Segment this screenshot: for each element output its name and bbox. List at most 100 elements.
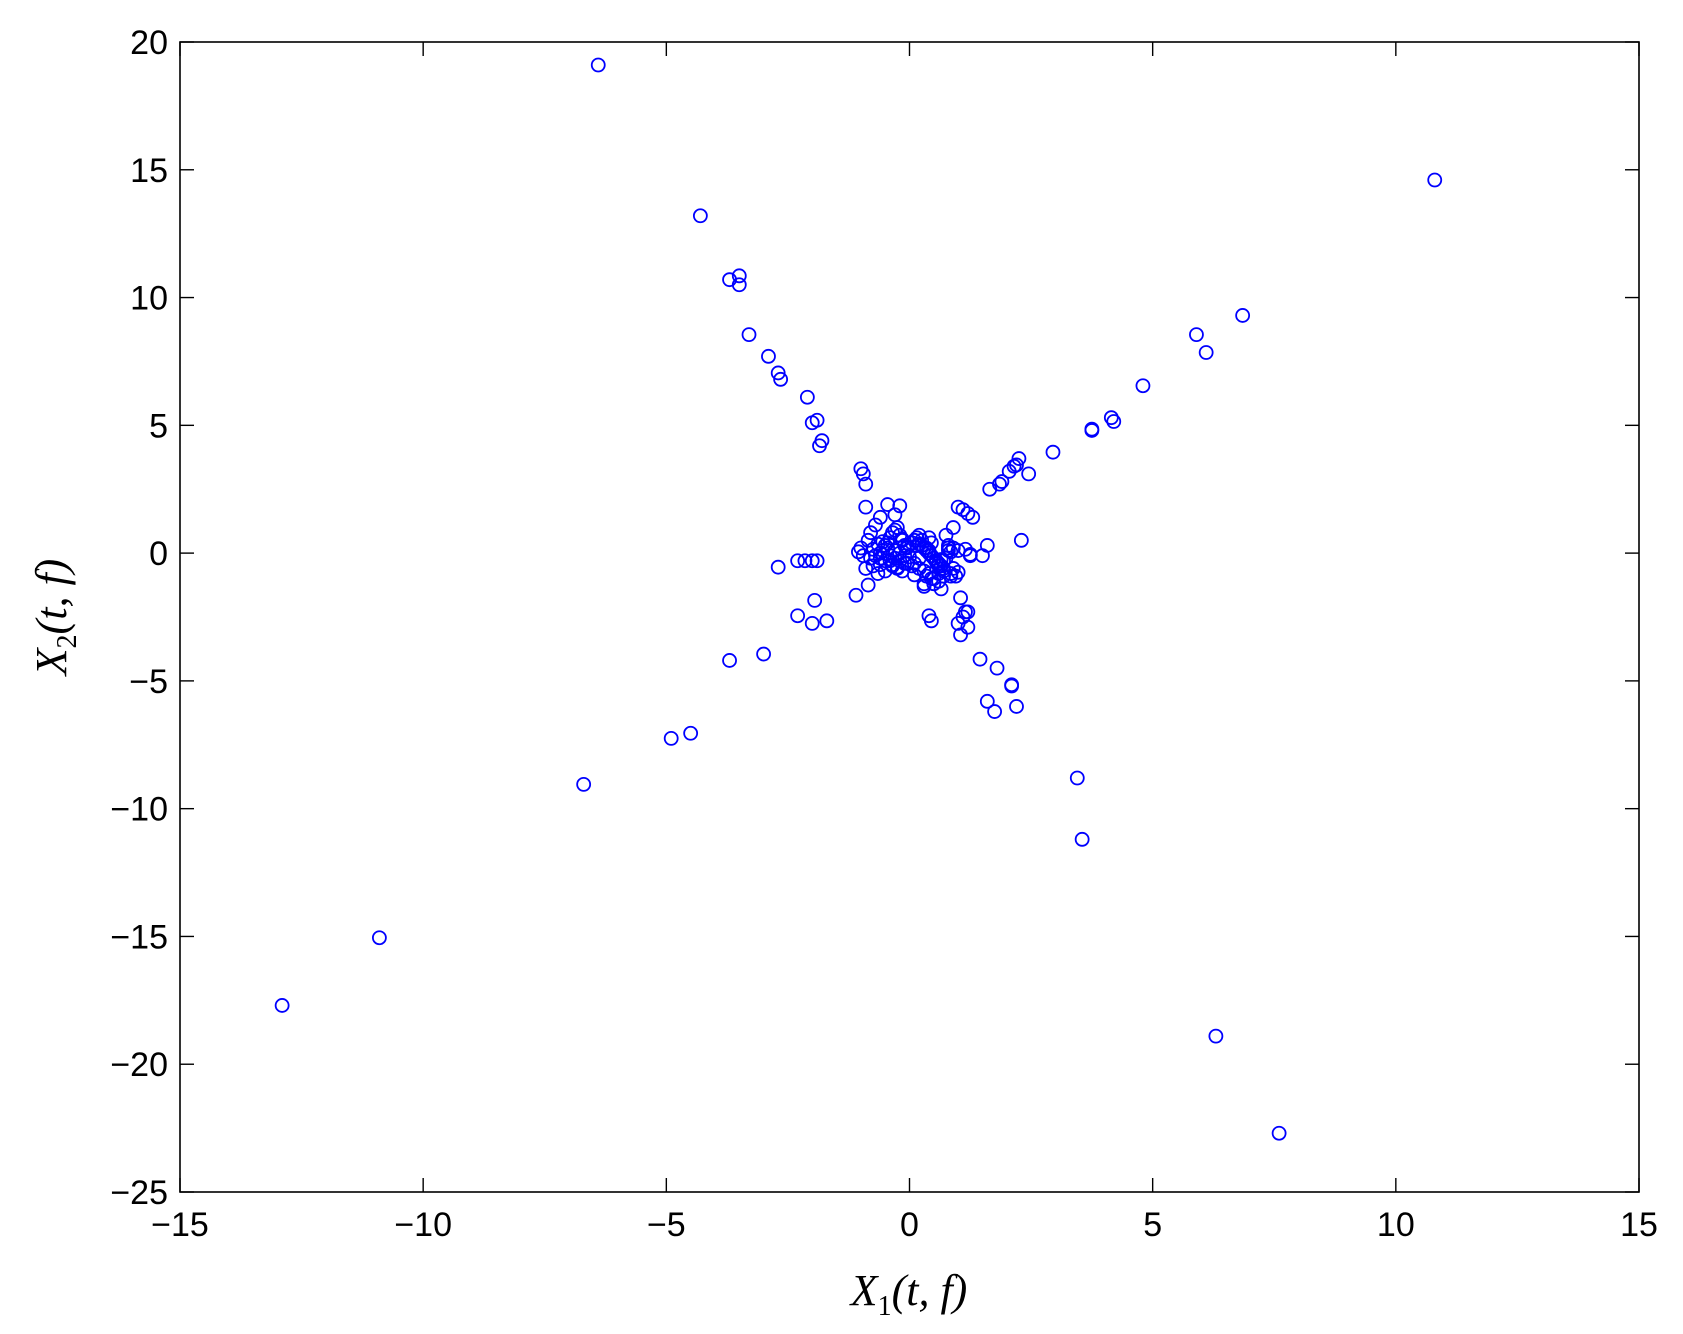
x-tick-labels: −15 −10 −5 0 5 10 15 [151,1206,1658,1244]
data-point [916,576,932,592]
data-point [948,568,964,584]
data-point [741,327,757,343]
x-tick-label: 0 [900,1206,919,1244]
x-axis-label: X1(t, f) [849,1266,968,1322]
y-axis-label-args: (t, f) [27,559,76,635]
data-point [870,536,886,552]
data-point [979,538,995,553]
data-point [1189,327,1204,343]
y-tick-label: 10 [130,280,168,318]
y-tick-label: 5 [149,407,168,445]
data-point [809,553,825,569]
x-tick-label: −5 [647,1206,686,1244]
data-point [921,543,937,558]
data-point [731,268,747,284]
data-point [936,553,951,569]
data-point [807,592,823,608]
data-point [722,653,737,668]
y-tick-label: −10 [110,791,168,829]
data-point [936,563,951,579]
data-point [1009,699,1024,714]
data-points [274,57,1443,1141]
data-point [1427,172,1443,188]
data-point [770,559,786,575]
data-point [919,540,934,556]
y-tick-label: −5 [129,663,168,701]
data-point [731,277,747,293]
data-point [906,567,922,583]
data-point [933,581,949,597]
data-point [870,566,886,581]
data-point [979,693,995,709]
x-axis-label-main: X [849,1266,880,1315]
data-point [943,568,959,584]
data-point [848,587,864,603]
y-axis-label: X2(t, f) [27,559,83,678]
data-point [950,564,966,580]
data-point [863,525,878,541]
data-point [972,651,988,667]
data-point [576,776,592,792]
x-tick-label: −10 [394,1206,452,1244]
data-point [902,549,917,565]
y-tick-label: 15 [130,152,168,190]
x-tick-label: 10 [1377,1206,1415,1244]
data-point [1208,1028,1224,1044]
data-point [1021,466,1037,482]
data-point [892,498,908,514]
data-point [960,506,976,521]
data-point [923,613,939,629]
y-tick-label: −25 [110,1174,168,1212]
data-point [960,619,976,635]
data-point [911,550,927,566]
data-point [819,613,835,629]
y-tick-label: −20 [110,1046,168,1084]
data-point [1045,444,1061,460]
data-point [756,646,771,662]
data-point [1135,378,1151,394]
data-point [809,412,825,428]
y-axis-label-subscript: 2 [52,634,83,648]
data-point [943,544,959,560]
data-point [371,930,387,946]
data-point [1074,831,1090,847]
data-point [804,553,820,569]
data-point [274,998,290,1013]
y-tick-label: −15 [110,918,168,956]
data-point [941,538,956,553]
data-point [899,555,915,571]
data-point [663,730,679,746]
data-point [1235,308,1251,323]
data-point [953,590,968,606]
data-point [987,704,1003,719]
data-point [872,509,888,525]
data-point [1009,457,1024,473]
axis-ticks [179,41,1640,1193]
data-point [872,557,888,573]
data-point [889,559,905,575]
x-axis-label-args: (t, f) [892,1266,968,1315]
data-point [790,553,806,569]
data-point [887,522,903,538]
data-point [773,371,789,387]
x-axis-label-subscript: 1 [878,1291,892,1322]
y-tick-labels: −25 −20 −15 −10 −5 0 5 10 15 20 [110,24,168,1212]
data-point [955,502,971,518]
data-point [914,532,930,548]
data-point [1004,677,1020,693]
data-point [812,438,827,454]
data-point [992,476,1007,492]
y-tick-label: 20 [130,24,168,62]
data-point [1013,532,1029,548]
data-point [692,208,708,224]
data-point [770,365,786,381]
data-point [960,604,976,620]
data-point [858,476,874,492]
data-point [858,499,874,515]
data-point [868,517,883,533]
data-point [590,57,606,73]
data-point [994,474,1010,489]
data-point [1069,770,1085,786]
